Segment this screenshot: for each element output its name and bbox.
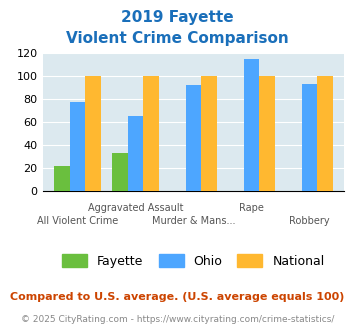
Text: Violent Crime Comparison: Violent Crime Comparison [66, 31, 289, 46]
Text: Murder & Mans...: Murder & Mans... [152, 216, 235, 226]
Bar [143, 76, 159, 191]
Bar [112, 153, 127, 191]
Bar [54, 166, 70, 191]
Bar [260, 76, 275, 191]
Text: Compared to U.S. average. (U.S. average equals 100): Compared to U.S. average. (U.S. average … [10, 292, 345, 302]
Bar [201, 76, 217, 191]
Text: Aggravated Assault: Aggravated Assault [88, 203, 183, 213]
Legend: Fayette, Ohio, National: Fayette, Ohio, National [57, 249, 330, 273]
Bar [186, 85, 201, 191]
Text: 2019 Fayette: 2019 Fayette [121, 10, 234, 25]
Bar [302, 84, 317, 191]
Bar [317, 76, 333, 191]
Text: Robbery: Robbery [289, 216, 330, 226]
Bar [85, 76, 101, 191]
Bar [244, 59, 260, 191]
Text: Rape: Rape [239, 203, 264, 213]
Bar [70, 102, 85, 191]
Bar [127, 116, 143, 191]
Text: All Violent Crime: All Violent Crime [37, 216, 118, 226]
Text: © 2025 CityRating.com - https://www.cityrating.com/crime-statistics/: © 2025 CityRating.com - https://www.city… [21, 315, 334, 324]
